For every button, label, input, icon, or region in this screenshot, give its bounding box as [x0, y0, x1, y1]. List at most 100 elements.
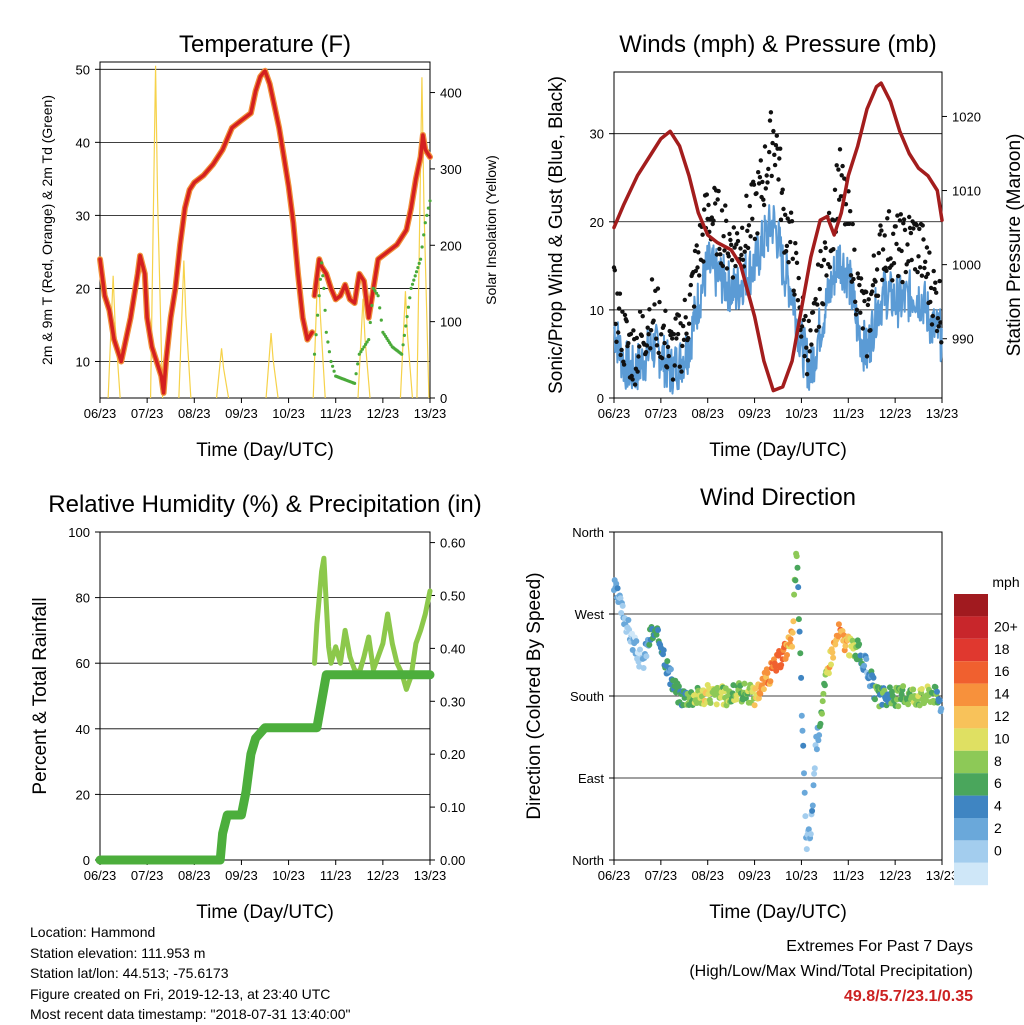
winds-xtick-label: 13/23 — [926, 406, 959, 421]
wind-gust-point — [898, 212, 903, 217]
wind-gust-point — [831, 247, 836, 252]
wind-direction-point — [803, 846, 810, 853]
wind-direction-point — [695, 687, 702, 694]
wind-gust-point — [644, 343, 650, 348]
winds-xtick-label: 11/23 — [832, 406, 864, 421]
colorbar-label: 8 — [994, 753, 1002, 769]
wind-gust-point — [768, 110, 774, 115]
direction-xtick-label: 12/23 — [879, 868, 912, 883]
temperature-xtick-label: 10/23 — [272, 406, 305, 421]
wind-direction-point — [787, 636, 794, 643]
dewpoint-point — [410, 282, 415, 286]
wind-gust-point — [761, 197, 766, 202]
colorbar-title: mph — [992, 574, 1019, 590]
temperature-y2tick-label: 200 — [440, 238, 462, 253]
wind-direction-point — [778, 662, 785, 668]
wind-gust-point — [750, 216, 755, 221]
wind-gust-point — [613, 321, 618, 327]
wind-gust-point — [826, 210, 832, 216]
wind-gust-point — [692, 248, 698, 254]
winds-ylabel: Sonic/Prop Wind & Gust (Blue, Black) — [546, 76, 567, 394]
wind-direction-point — [801, 789, 808, 796]
dewpoint-point — [371, 286, 375, 290]
dewpoint-point — [422, 233, 426, 237]
wind-gust-point — [735, 238, 741, 244]
wind-gust-point — [819, 263, 824, 269]
direction-frame — [613, 531, 943, 861]
wind-gust-point — [791, 288, 796, 293]
wind-gust-point — [767, 118, 773, 123]
temperature-frame — [99, 61, 431, 399]
wind-gust-point — [740, 225, 745, 230]
humidity-xtick-label: 10/23 — [272, 868, 305, 883]
dewpoint-point — [409, 286, 413, 290]
wind-gust-point — [807, 349, 812, 354]
wind-direction-point — [752, 685, 759, 692]
wind-gust-point — [721, 234, 726, 239]
wind-gust-point — [896, 273, 901, 279]
wind-gust-point — [778, 146, 783, 151]
direction-ytick-label: East — [578, 771, 604, 786]
wind-direction-point — [660, 647, 667, 654]
winds-xlabel: Time (Day/UTC) — [709, 440, 847, 461]
wind-gust-point — [891, 231, 896, 236]
wind-gust-point — [616, 306, 622, 311]
pressure-line — [612, 81, 944, 393]
dewpoint-point — [375, 291, 379, 295]
dewpoint-point — [419, 257, 423, 261]
direction-xtick-label: 07/23 — [645, 868, 678, 883]
wind-gust-point — [806, 318, 811, 324]
wind-gust-point — [616, 330, 621, 335]
temperature-ytick-label: 40 — [76, 135, 90, 150]
wind-gust-point — [656, 350, 661, 356]
wind-gust-point — [934, 328, 940, 334]
wind-direction-point — [796, 628, 803, 635]
wind-gust-point — [722, 248, 727, 253]
wind-gust-point — [933, 280, 938, 285]
wind-gust-point — [865, 302, 871, 308]
humidity-y2tick-label: 0.40 — [440, 641, 465, 656]
wind-gust-point — [783, 249, 789, 254]
humidity-xtick-label: 08/23 — [178, 868, 211, 883]
wind-gust-point — [695, 265, 700, 270]
temperature-y2tick-label: 400 — [440, 86, 462, 101]
wind-gust-point — [862, 298, 867, 304]
direction-title: Wind Direction — [700, 484, 856, 511]
wind-gust-point — [890, 278, 895, 283]
wind-gust-point — [618, 352, 623, 358]
wind-direction-point — [799, 727, 806, 734]
wind-gust-point — [620, 309, 625, 314]
wind-gust-point — [688, 282, 693, 288]
winds-y2tick-label: 1000 — [952, 258, 981, 273]
wind-gust-point — [936, 324, 941, 329]
wind-gust-point — [773, 143, 779, 148]
wind-gust-point — [631, 328, 636, 333]
dewpoint-point — [332, 369, 336, 373]
wind-gust-point — [799, 324, 805, 329]
wind-gust-point — [827, 265, 833, 270]
wind-direction-point — [767, 678, 774, 685]
dewpoint-point — [327, 350, 331, 354]
relative-humidity-line — [312, 555, 433, 692]
temperature-9m-line — [97, 67, 316, 396]
wind-gust-point — [818, 248, 823, 254]
wind-gust-point — [823, 245, 828, 251]
wind-gust-point — [893, 224, 898, 229]
wind-gust-point — [836, 167, 841, 172]
wind-direction-point — [934, 688, 940, 695]
wind-direction-point — [792, 577, 799, 584]
wind-gust-point — [640, 314, 645, 319]
wind-gust-point — [634, 335, 639, 341]
wind-gust-point — [934, 290, 939, 295]
wind-gust-point — [918, 265, 923, 270]
wind-direction-point — [881, 687, 888, 694]
wind-gust-point — [853, 312, 859, 317]
wind-gust-point — [714, 252, 720, 257]
direction-ytick-label: South — [570, 689, 604, 704]
wind-gust-point — [762, 144, 768, 149]
dewpoint-point — [373, 289, 377, 293]
wind-direction-point — [861, 662, 868, 669]
wind-direction-point — [830, 654, 837, 661]
wind-gust-point — [880, 277, 885, 283]
dewpoint-point — [416, 266, 420, 270]
